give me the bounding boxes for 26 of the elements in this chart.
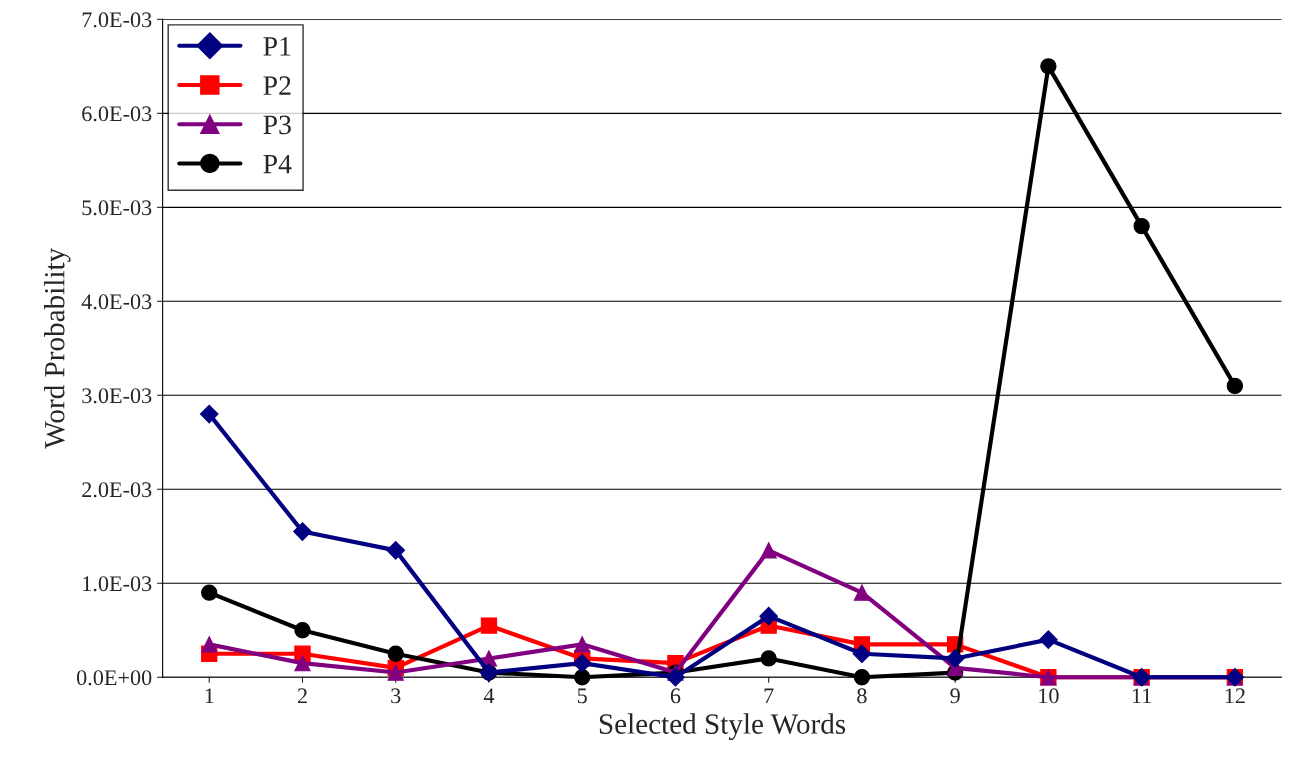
y-tick-label: 0.0E+00 — [76, 670, 152, 686]
x-tick-label: 12 — [1225, 688, 1245, 704]
x-tick-label: 7 — [764, 688, 774, 704]
legend-label: P2 — [263, 76, 291, 95]
x-axis-title: Selected Style Words — [599, 713, 846, 740]
y-axis-title: Word Probability — [44, 247, 71, 449]
x-tick-label: 9 — [950, 688, 960, 704]
legend-label: P4 — [263, 154, 292, 174]
legend-label: P3 — [263, 115, 291, 135]
x-tick-label: 2 — [297, 688, 307, 704]
x-tick-label: 3 — [391, 688, 401, 704]
y-tick-label: 2.0E-03 — [82, 482, 152, 498]
x-tick-label: 5 — [577, 688, 587, 704]
y-tick-label: 6.0E-03 — [82, 106, 152, 122]
y-tick-label: 5.0E-03 — [82, 200, 152, 216]
y-tick-label: 7.0E-03 — [82, 12, 152, 28]
x-tick-label: 11 — [1132, 688, 1151, 704]
y-tick-label: 3.0E-03 — [82, 388, 152, 404]
legend-label: P1 — [263, 37, 291, 56]
x-tick-label: 6 — [670, 688, 681, 704]
y-tick-label: 1.0E-03 — [83, 576, 152, 592]
x-tick-label: 1 — [205, 688, 214, 704]
x-tick-label: 8 — [857, 688, 867, 704]
y-tick-label: 4.0E-03 — [81, 294, 152, 310]
x-tick-label: 10 — [1039, 688, 1059, 704]
x-tick-label: 4 — [483, 688, 495, 704]
